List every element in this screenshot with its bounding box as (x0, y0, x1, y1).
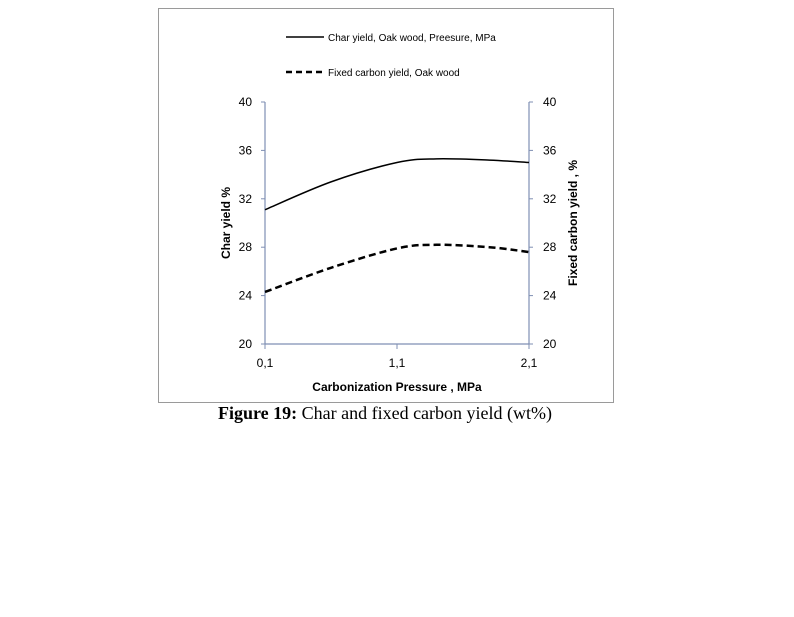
y-tick-label-right: 32 (543, 192, 557, 206)
x-tick-label: 0,1 (257, 356, 274, 370)
y-tick-label-left: 20 (239, 337, 253, 351)
plot-axes (264, 102, 530, 345)
legend: Char yield, Oak wood, Preesure, MPa Fixe… (286, 33, 496, 79)
y-tick-label-left: 40 (239, 95, 253, 109)
y-tick-label-right: 20 (543, 337, 557, 351)
y-tick-label-left: 32 (239, 192, 253, 206)
y-tick-label-right: 24 (543, 289, 557, 303)
y-tick-label-right: 40 (543, 95, 557, 109)
y-tick-label-left: 24 (239, 289, 253, 303)
series-line-char-yield (264, 158, 530, 211)
x-tick-label: 2,1 (521, 356, 538, 370)
y-tick-label-left: 36 (239, 143, 253, 157)
y-axis-title-left: Char yield % (219, 187, 233, 259)
figure-frame (158, 8, 614, 403)
y-tick-label-right: 28 (543, 240, 557, 254)
figure-caption: Figure 19: Char and fixed carbon yield (… (0, 403, 770, 424)
x-tick-label: 1,1 (389, 356, 406, 370)
y-axis-title-right: Fixed carbon yield , % (566, 160, 580, 286)
y-tick-label-left: 28 (239, 240, 253, 254)
tick-group: 20 20 24 24 28 28 32 32 36 36 40 40 0,1 1,1 2,1 (239, 95, 557, 370)
legend-label-char-yield: Char yield, Oak wood, Preesure, MPa (328, 33, 496, 44)
caption-text: Char and fixed carbon yield (wt%) (297, 403, 553, 423)
series-line-fixed-carbon (264, 243, 530, 294)
caption-label: Figure 19: (217, 403, 298, 423)
legend-label-fixed-carbon: Fixed carbon yield, Oak wood (328, 68, 460, 79)
x-axis-title: Carbonization Pressure , MPa (312, 380, 482, 394)
y-tick-label-right: 36 (543, 143, 557, 157)
series-group (264, 158, 530, 294)
chart: Char yield, Oak wood, Preesure, MPa Fixe… (219, 33, 580, 394)
